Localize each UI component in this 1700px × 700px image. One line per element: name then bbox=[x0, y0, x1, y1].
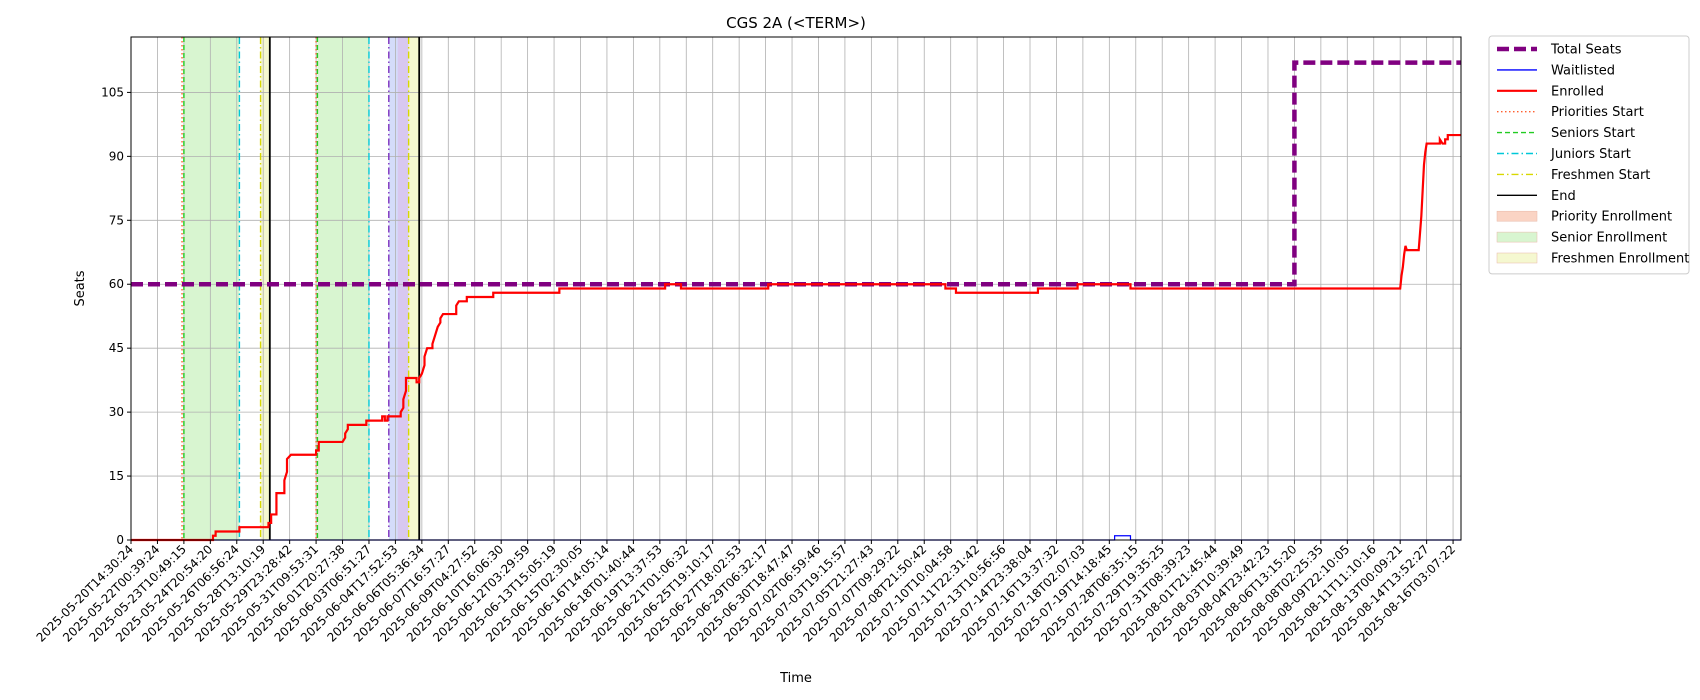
legend-label: End bbox=[1551, 189, 1576, 204]
x-axis-label: Time bbox=[779, 671, 812, 686]
shaded-region bbox=[260, 37, 270, 540]
series-line bbox=[131, 60, 1461, 287]
y-tick-label: 90 bbox=[109, 149, 124, 163]
legend-label: Juniors Start bbox=[1550, 147, 1631, 162]
y-tick-label: 30 bbox=[109, 405, 124, 419]
legend-swatch bbox=[1496, 231, 1538, 243]
legend-swatch bbox=[1496, 210, 1538, 222]
shaded-region-overlay bbox=[397, 37, 409, 540]
series-line bbox=[131, 133, 1461, 542]
y-tick-label: 105 bbox=[101, 85, 124, 99]
y-axis-ticks: 0 15 30 45 60 75 90 105 bbox=[101, 85, 131, 547]
legend-label: Senior Enrollment bbox=[1551, 231, 1667, 246]
legend-label: Enrolled bbox=[1551, 84, 1604, 99]
shaded-region bbox=[408, 37, 420, 540]
y-tick-label: 15 bbox=[109, 469, 124, 483]
vertical-markers bbox=[181, 37, 421, 540]
y-tick-label: 75 bbox=[109, 213, 124, 227]
shaded-region bbox=[317, 37, 369, 540]
y-tick-label: 60 bbox=[109, 277, 124, 291]
legend-frame bbox=[1488, 35, 1690, 275]
y-tick-label: 0 bbox=[116, 533, 124, 547]
legend-label: Total Seats bbox=[1550, 43, 1622, 58]
legend: Total Seats Waitlisted Enrolled Priorities … bbox=[1488, 35, 1690, 275]
x-axis-ticks: 2025-05-20T14:30:242025-05-22T00:39:2420… bbox=[34, 540, 1458, 645]
plot-frame bbox=[130, 36, 1462, 541]
y-tick-label: 45 bbox=[109, 341, 124, 355]
y-axis-label: Seats bbox=[73, 270, 88, 306]
legend-label: Freshmen Enrollment bbox=[1551, 252, 1689, 267]
chart-title: CGS 2A (<TERM>) bbox=[726, 14, 866, 32]
legend-label: Priorities Start bbox=[1551, 105, 1644, 120]
legend-swatch bbox=[1496, 252, 1538, 264]
legend-label: Seniors Start bbox=[1551, 126, 1635, 141]
legend-label: Priority Enrollment bbox=[1551, 210, 1672, 225]
shaded-region bbox=[183, 37, 240, 540]
legend-label: Waitlisted bbox=[1551, 63, 1615, 78]
legend-label: Freshmen Start bbox=[1551, 168, 1650, 183]
shaded-regions bbox=[183, 37, 420, 540]
